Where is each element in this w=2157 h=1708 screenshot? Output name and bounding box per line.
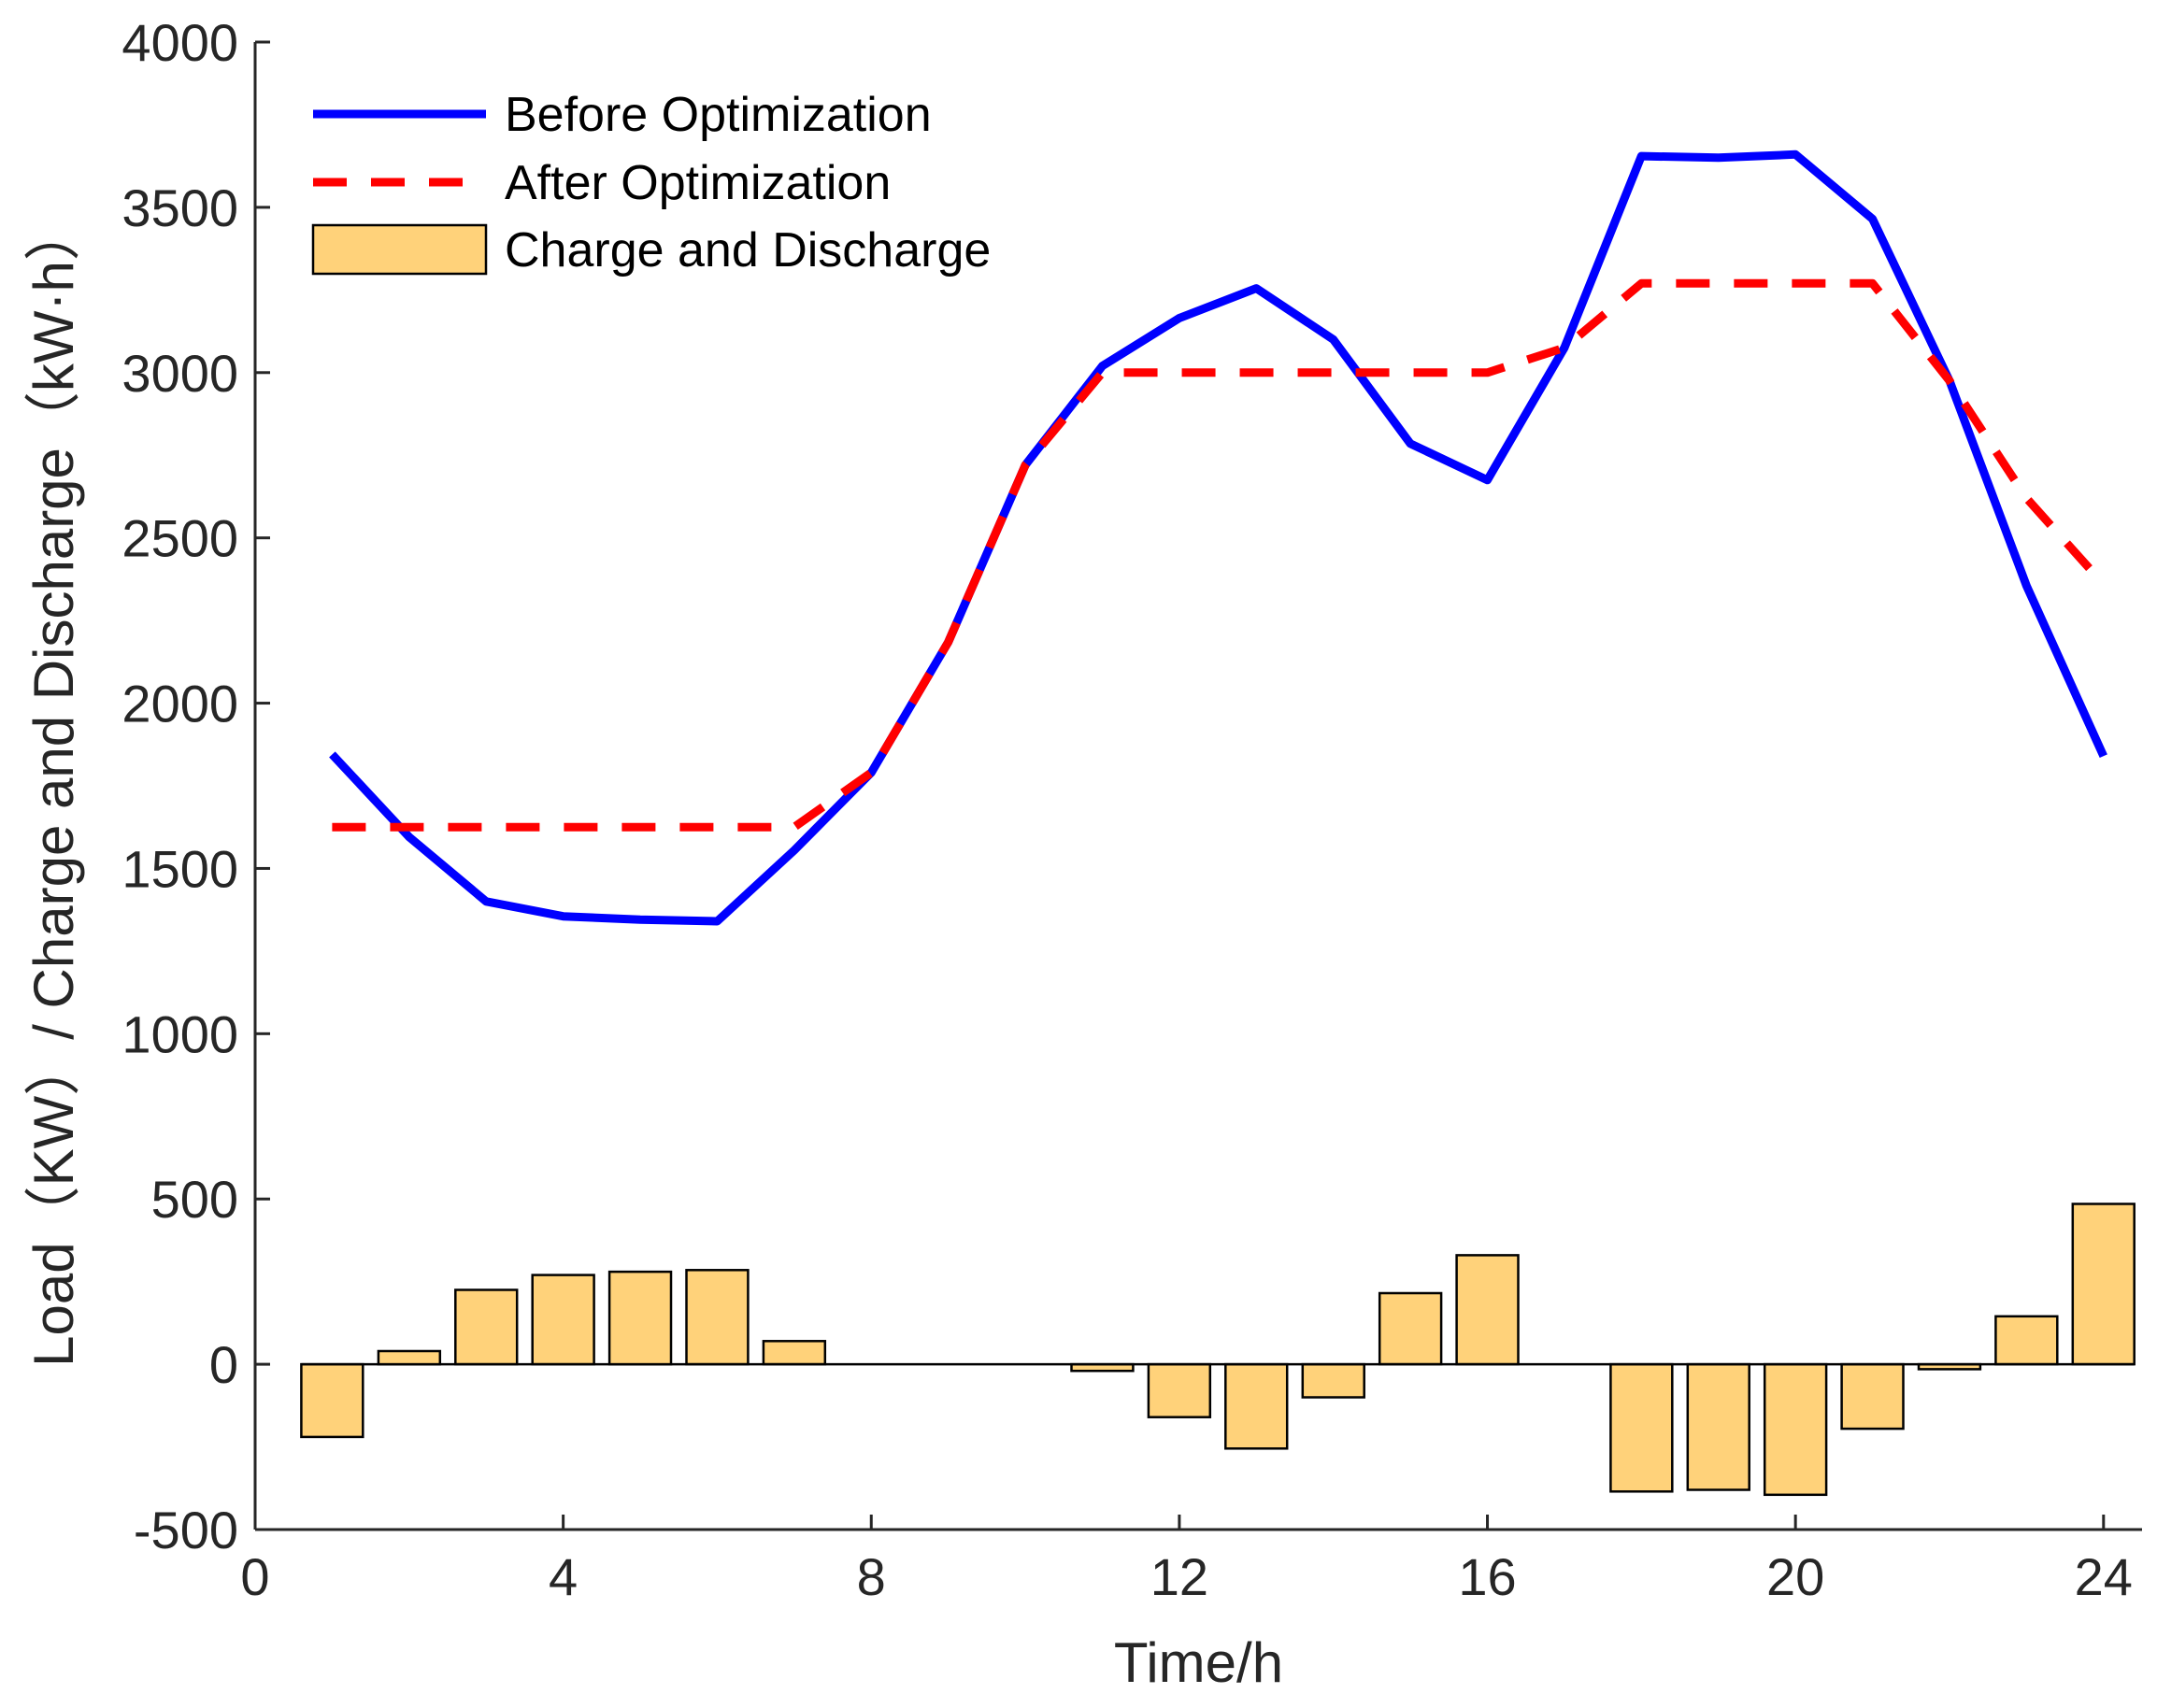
legend-label-before-optimization: Before Optimization [505, 88, 932, 142]
bar-hour-19 [1686, 1362, 1750, 1491]
x-tick-label-4: 4 [549, 1547, 578, 1606]
bar-hour-3 [454, 1288, 519, 1366]
y-tick-label-1000: 1000 [121, 1004, 238, 1063]
legend-label-charge-and-discharge: Charge and Discharge [505, 223, 991, 278]
bar-hour-21 [1840, 1362, 1905, 1430]
x-tick-label-20: 20 [1766, 1547, 1824, 1606]
bar-hour-15 [1378, 1291, 1443, 1366]
y-tick-label-4000: 4000 [121, 13, 238, 72]
y-tick-label-3500: 3500 [121, 178, 238, 237]
bar-hour-18 [1609, 1362, 1674, 1493]
axes: 0 4 8 12 16 20 24-5000500100015002000250030003… [121, 13, 2142, 1606]
x-tick-label-24: 24 [2075, 1547, 2133, 1606]
legend-label-after-optimization: After Optimization [505, 156, 891, 210]
bar-hour-20 [1763, 1362, 1828, 1497]
y-tick-label-2000: 2000 [121, 675, 238, 733]
bar-hour-16 [1455, 1254, 1520, 1366]
bar-hour-5 [607, 1270, 673, 1366]
y-tick-label-500: 500 [151, 1170, 238, 1229]
bar-hour-24 [2071, 1203, 2136, 1366]
line-before-optimization [329, 149, 2107, 926]
y-tick-label-2500: 2500 [121, 509, 238, 568]
x-tick-label-12: 12 [1150, 1547, 1208, 1606]
legend-swatch-charge-and-discharge [311, 223, 488, 276]
line-after-optimization [332, 278, 2107, 832]
x-tick-label-8: 8 [857, 1547, 886, 1606]
charge-discharge-bars [300, 1203, 2136, 1497]
bar-hour-2 [377, 1349, 442, 1366]
y-tick-label--500: -500 [134, 1501, 238, 1559]
y-tick-label-0: 0 [209, 1335, 238, 1394]
y-tick-label-1500: 1500 [121, 839, 238, 898]
bar-hour-23 [1994, 1315, 2059, 1366]
y-axis-label: Load（KW）/ Charge and Discharge（kW·h） [22, 205, 85, 1367]
series-lines [329, 149, 2107, 926]
bar-hour-6 [685, 1269, 750, 1366]
bar-hour-12 [1147, 1362, 1212, 1418]
x-axis-label: Time/h [1114, 1631, 1283, 1694]
bar-hour-4 [531, 1274, 595, 1366]
legend: Before Optimization After Optimization Cha… [311, 88, 991, 278]
bar-hour-7 [762, 1340, 827, 1366]
bar-hour-14 [1301, 1362, 1365, 1399]
x-tick-label-0: 0 [240, 1547, 269, 1606]
y-tick-label-3000: 3000 [121, 344, 238, 403]
bar-hour-13 [1224, 1362, 1289, 1450]
bar-hour-1 [300, 1362, 364, 1439]
x-tick-label-16: 16 [1458, 1547, 1516, 1606]
